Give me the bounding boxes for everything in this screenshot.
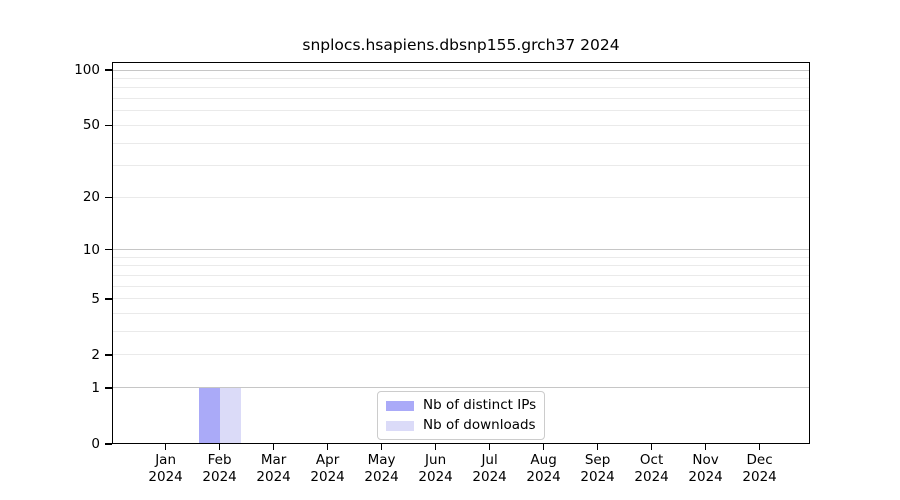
legend: Nb of distinct IPs Nb of downloads [377,391,545,440]
x-tick-mark [596,444,599,450]
bar-nb-of-distinct-ips [198,387,220,444]
minor-gridline [112,142,810,144]
major-gridline [112,387,810,389]
legend-label-distinct-ips: Nb of distinct IPs [423,397,537,413]
minor-gridline [112,298,810,300]
y-tick-mark [105,387,112,389]
x-tick-year: 2024 [526,469,561,485]
x-tick-year: 2024 [580,469,615,485]
x-tick-label: Oct 2024 [620,452,684,486]
x-tick-year: 2024 [256,469,291,485]
minor-gridline [112,331,810,333]
x-tick-year: 2024 [310,469,345,485]
y-tick-mark [105,124,112,127]
y-tick-label: 10 [82,241,100,258]
minor-gridline [112,265,810,267]
x-tick-label: Jun 2024 [404,452,468,486]
x-tick-label: Aug 2024 [512,452,576,486]
x-tick-label: Apr 2024 [296,452,360,486]
x-tick-mark [758,444,761,450]
x-tick-mark [434,444,437,450]
x-tick-year: 2024 [472,469,507,485]
bar-nb-of-downloads [219,387,241,444]
y-tick-mark [105,196,112,199]
x-tick-mark [272,444,275,450]
y-tick-label: 1 [91,379,100,396]
y-tick-label: 50 [82,117,100,134]
minor-gridline [112,196,810,198]
x-tick-label: Nov 2024 [674,452,738,486]
x-tick-label: Dec 2024 [728,452,792,486]
y-tick-label: 5 [91,290,100,307]
x-tick-label: Jul 2024 [458,452,522,486]
minor-gridline [112,98,810,100]
legend-item-distinct-ips: Nb of distinct IPs [386,397,537,413]
x-tick-year: 2024 [418,469,453,485]
minor-gridline [112,165,810,167]
y-tick-mark [105,354,112,356]
minor-gridline [112,354,810,356]
y-tick-mark [105,248,112,251]
major-gridline [112,249,810,251]
x-tick-mark [650,444,653,450]
x-tick-label: Mar 2024 [242,452,306,486]
minor-gridline [112,77,810,79]
y-tick-mark [105,298,112,300]
minor-gridline [112,110,810,112]
x-tick-year: 2024 [364,469,399,485]
minor-gridline [112,256,810,258]
x-tick-label: Sep 2024 [566,452,630,486]
x-tick-year: 2024 [148,469,183,485]
x-tick-mark [326,444,329,450]
x-tick-mark [380,444,383,450]
minor-gridline [112,274,810,276]
x-tick-year: 2024 [742,469,777,485]
x-tick-label: Jan 2024 [134,452,198,486]
y-tick-label: 20 [82,189,100,206]
minor-gridline [112,87,810,89]
x-tick-year: 2024 [688,469,723,485]
x-tick-mark [542,444,545,450]
legend-swatch-downloads [386,420,414,431]
minor-gridline [112,124,810,126]
x-tick-mark [164,444,167,450]
x-tick-year: 2024 [202,469,237,485]
x-tick-year: 2024 [634,469,669,485]
major-gridline [112,69,810,71]
chart-title: snplocs.hsapiens.dbsnp155.grch37 2024 [302,36,620,54]
x-tick-mark [218,444,221,450]
y-tick-mark [105,443,112,445]
x-tick-mark [704,444,707,450]
y-tick-mark [105,69,112,71]
legend-label-downloads: Nb of downloads [423,417,536,433]
x-tick-label: Feb 2024 [188,452,252,486]
minor-gridline [112,285,810,287]
x-tick-mark [488,444,491,450]
minor-gridline [112,313,810,315]
legend-swatch-distinct-ips [386,400,414,411]
y-tick-label: 100 [74,62,100,78]
x-tick-label: May 2024 [350,452,414,486]
y-tick-label: 2 [91,346,100,363]
y-tick-label: 0 [91,436,100,452]
legend-item-downloads: Nb of downloads [386,417,536,433]
